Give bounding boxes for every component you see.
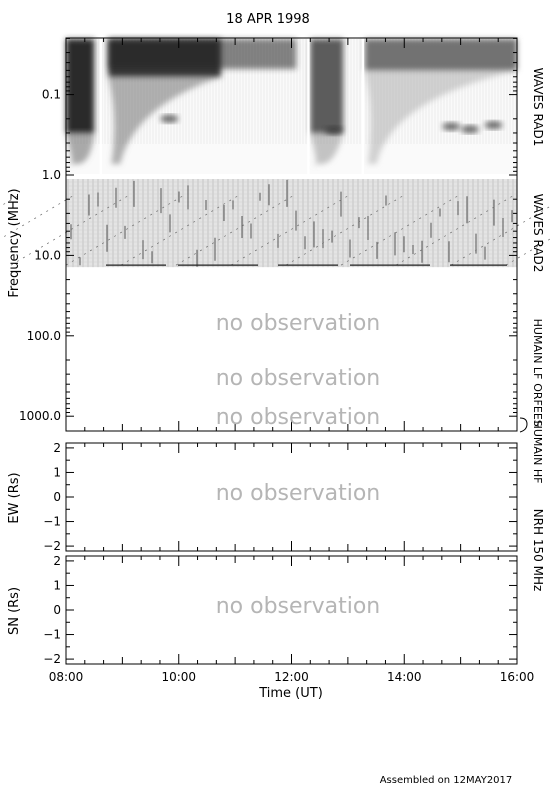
burst-region	[364, 39, 517, 71]
data-gap	[307, 38, 310, 268]
freq-tick-label: 10.0	[34, 248, 61, 262]
burst-region	[310, 39, 344, 133]
data-gap	[361, 38, 365, 268]
chart-title: 18 APR 1998	[226, 12, 310, 27]
rad1-label: WAVES RAD1	[531, 68, 545, 147]
position-tick-label: −2	[43, 539, 61, 553]
dynamic-spectrum	[0, 38, 550, 431]
waves-rad2-spectrum	[0, 179, 550, 268]
waves-rad1-spectrum	[65, 38, 517, 268]
frequency-axis-label: Frequency (MHz)	[7, 188, 22, 297]
time-tick-label: 10:00	[161, 670, 196, 684]
freq-tick-label: 1000.0	[19, 409, 61, 423]
position-tick-label: 2	[53, 441, 61, 455]
time-tick-label: 16:00	[500, 670, 535, 684]
time-axis-label: Time (UT)	[258, 686, 323, 701]
position-tick-label: −1	[43, 515, 61, 529]
nrh-label: NRH 150 MHz	[531, 509, 545, 592]
position-tick-label: 0	[53, 603, 61, 617]
burst-drift	[310, 132, 344, 166]
no-observation-humain-lf: no observation	[216, 311, 381, 336]
no-observation-humain-hf: no observation	[216, 405, 381, 430]
position-tick-label: 2	[53, 554, 61, 568]
time-tick-label: 08:00	[49, 670, 84, 684]
position-tick-label: 1	[53, 578, 61, 592]
sn-no-observation: no observation	[216, 594, 381, 619]
burst-drift	[66, 132, 95, 166]
position-tick-label: 0	[53, 490, 61, 504]
burst-region	[66, 39, 95, 133]
ew-axis-label: EW (Rs)	[7, 472, 22, 523]
burst-drift	[364, 70, 517, 164]
position-tick-label: −1	[43, 628, 61, 642]
emission-spot	[461, 125, 480, 134]
freq-tick-label: 1.0	[42, 168, 61, 182]
humain-lf-label: HUMAIN LF	[531, 319, 544, 380]
range-bracket	[519, 417, 528, 433]
emission-spot	[442, 122, 461, 131]
ew-no-observation: no observation	[216, 481, 381, 506]
footer-text: Assembled on 12MAY2017	[380, 775, 513, 786]
freq-tick-label: 100.0	[27, 329, 61, 343]
time-tick-label: 12:00	[274, 670, 309, 684]
humain-hf-label: HUMAIN HF	[531, 421, 544, 484]
no-observation-orfees: no observation	[216, 366, 381, 391]
burst-drift	[108, 76, 222, 164]
rad2-label: WAVES RAD2	[531, 194, 545, 273]
time-tick-label: 14:00	[387, 670, 422, 684]
orfees-label: ORFEES	[531, 383, 544, 427]
position-tick-label: −2	[43, 652, 61, 666]
position-tick-label: 1	[53, 465, 61, 479]
chart-axes: 0.1 1.0 10.0 100.0 1000.0 08:00 10:00 12:00 14:0…	[19, 37, 535, 684]
sn-axis-label: SN (Rs)	[7, 587, 22, 635]
freq-tick-label: 0.1	[42, 88, 61, 102]
emission-spot	[160, 114, 179, 123]
data-gap	[99, 38, 102, 268]
emission-spot	[484, 121, 503, 130]
emission-spot	[324, 126, 343, 135]
